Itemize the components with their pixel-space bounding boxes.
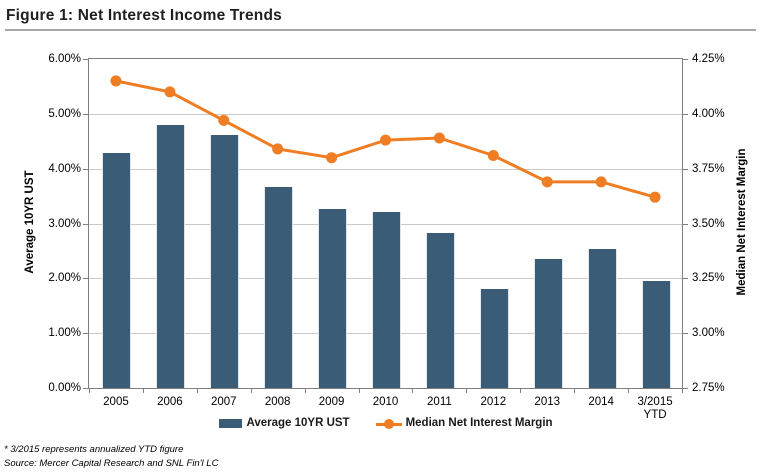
right-tickmark [683,223,688,225]
left-tick-0.00%: 0.00% [48,382,81,394]
x-tickmark [520,389,522,393]
bar-2007 [210,134,240,388]
left-tickmark [83,59,88,60]
bar-2011 [425,233,455,388]
bar-2010 [372,212,401,388]
left-tick-4.00%: 4.00% [48,162,81,175]
left-tickmark [83,113,88,115]
right-tickmark [683,388,688,389]
x-label-2005: 2005 [103,396,129,408]
title-divider [5,29,756,31]
right-tickmark [683,168,688,170]
bar-2009 [318,209,348,388]
right-tickmark [683,333,688,335]
line-point-2009 [326,152,338,164]
legend-item-bar: Average 10YR UST [219,417,350,429]
x-label-2012: 2012 [480,396,507,408]
right-tick-3.25%: 3.25% [692,272,725,285]
x-label-2006: 2006 [157,396,183,408]
bar-2013 [533,259,563,388]
bar-2014 [587,248,617,388]
left-tickmark [83,168,88,170]
x-tickmark [304,389,306,393]
left-tickmark [83,278,88,280]
x-label-2010: 2010 [372,396,399,408]
line-point-2011 [433,132,445,144]
line-point-2014 [595,176,607,188]
right-tickmark [683,278,688,280]
line-point-2005 [110,75,122,87]
x-label-2009: 2009 [318,396,345,408]
line-point-2008 [272,143,284,155]
line-point-2013 [541,176,553,188]
line-point-2007 [218,114,230,126]
bar-3/2015 [641,280,671,388]
left-tickmark [83,388,88,389]
line-series [110,75,661,203]
line-point-2006 [164,86,176,98]
x-tickmark [628,389,630,393]
x-label-2011: 2011 [427,396,452,408]
line-point-3/2015 [649,191,661,203]
right-tickmark [683,59,688,60]
x-label-2013: 2013 [534,396,561,408]
line-series-swatch [375,418,402,429]
bar-2012 [479,288,509,388]
legend-item-line: Median Net Interest Margin [375,417,553,429]
x-tickmark [358,389,360,393]
right-tickmark [683,113,688,115]
x-tickmark [412,389,414,393]
x-tickmark [466,389,468,393]
left-tick-2.00%: 2.00% [48,272,81,285]
right-tick-3.50%: 3.50% [692,217,725,230]
x-label-3/2015: 3/2015 YTD [637,396,673,421]
x-tickmark [574,389,576,393]
left-tick-6.00%: 6.00% [48,53,81,65]
right-tick-2.75%: 2.75% [692,382,725,394]
left-tick-5.00%: 5.00% [48,107,81,120]
legend-line-label: Median Net Interest Margin [405,417,553,429]
x-tickmark [250,389,252,393]
x-tickmark [196,389,198,393]
chart-title: Figure 1: Net Interest Income Trends [6,7,282,24]
footnote-source: Source: Mercer Capital Research and SNL … [4,458,219,469]
right-tick-4.25%: 4.25% [692,53,725,65]
left-tickmark [83,223,88,225]
x-label-2008: 2008 [264,396,291,408]
bar-series-swatch [219,418,243,428]
x-tickmark [682,389,683,393]
right-tick-3.00%: 3.00% [692,327,725,340]
bar-2008 [264,186,294,388]
legend: Average 10YR UST Median Net Interest Mar… [0,417,772,429]
legend-bar-label: Average 10YR UST [246,417,350,429]
x-label-2014: 2014 [588,396,614,408]
gridline [89,168,682,170]
x-tickmark [142,389,144,393]
bar-2005 [102,152,132,388]
gridline [89,113,682,115]
bar-2006 [156,125,186,388]
plot-area [88,58,683,389]
right-tick-4.00%: 4.00% [692,107,725,120]
x-tickmark [89,389,90,393]
line-point-2010 [380,134,391,146]
right-tick-3.75%: 3.75% [692,162,725,175]
x-label-2007: 2007 [210,396,237,408]
line-point-2012 [487,150,499,162]
left-tick-1.00%: 1.00% [48,327,81,340]
footnote-annualized: * 3/2015 represents annualized YTD figur… [4,444,184,455]
left-tickmark [83,333,88,335]
left-tick-3.00%: 3.00% [48,217,81,230]
